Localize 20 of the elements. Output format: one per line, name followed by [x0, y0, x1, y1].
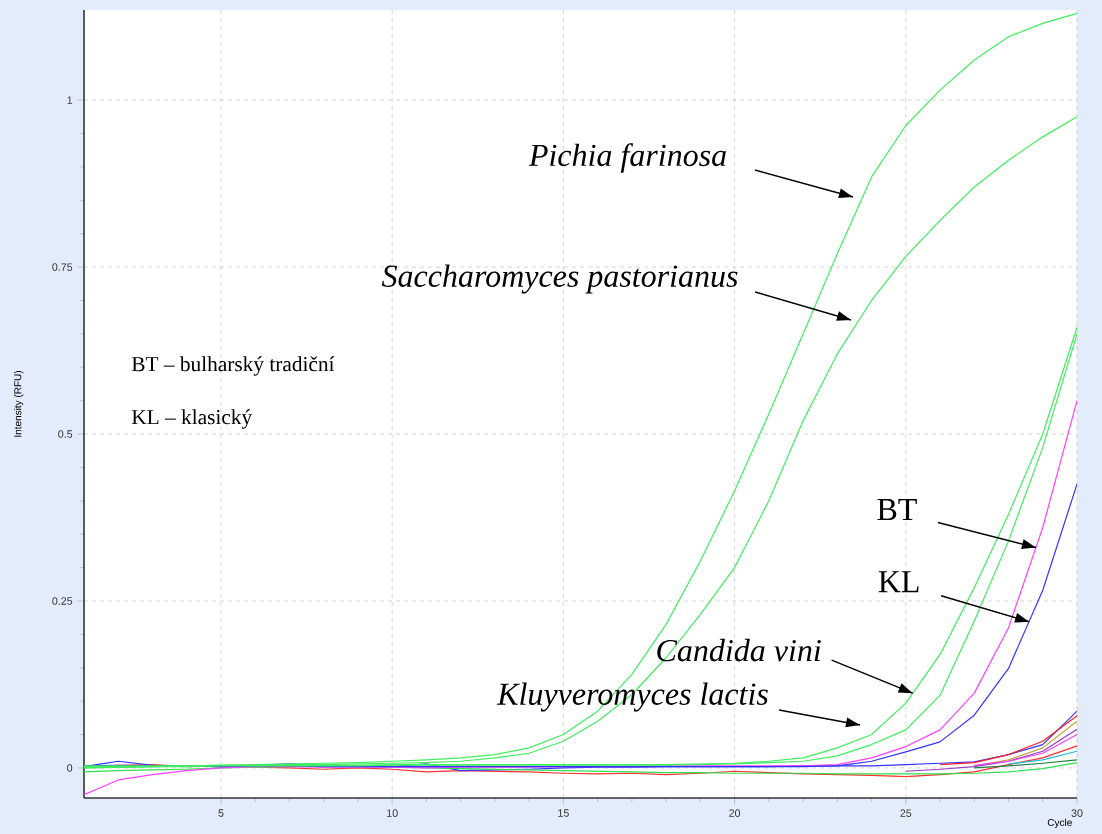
annotation: KL [878, 571, 919, 593]
annotation: BT – bulharský tradiční [131, 356, 335, 376]
y-tick-label: 0.25 [52, 597, 73, 605]
x-tick-label: 20 [729, 809, 741, 817]
y-axis-title: Intensity (RFU) [13, 370, 24, 437]
y-tick-label: 0 [67, 764, 73, 772]
x-axis-title: Cycle [1047, 818, 1072, 829]
annotation: Pichia farinosa [528, 143, 726, 173]
x-tick-label: 5 [218, 809, 224, 817]
y-tick-label: 0.5 [58, 430, 73, 438]
x-tick-label: 30 [1071, 809, 1083, 817]
x-tick-label: 25 [900, 809, 912, 817]
x-tick-label: 15 [558, 809, 569, 817]
x-tick-label: 10 [387, 809, 398, 817]
annotation: BT [877, 499, 917, 521]
annotation: Saccharomyces pastorianus [381, 264, 738, 294]
y-tick-label: 0.75 [52, 263, 73, 271]
y-tick-label: 1 [67, 96, 73, 104]
annotation: Candida vini [657, 638, 821, 662]
annotation: KL – klasický [131, 409, 253, 429]
